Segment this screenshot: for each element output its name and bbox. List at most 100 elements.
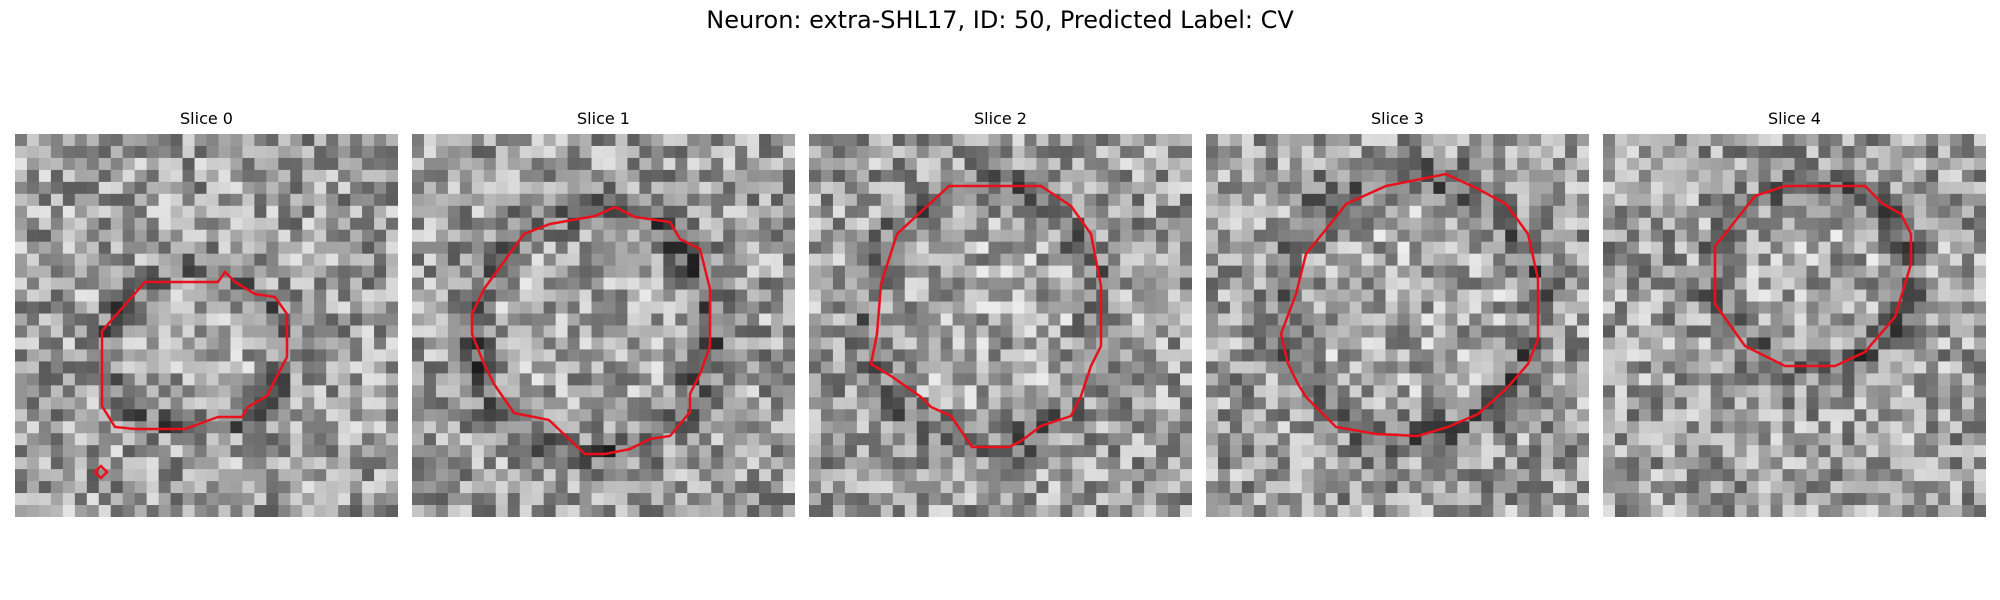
pixel [627, 421, 640, 434]
pixel [254, 325, 267, 338]
pixel [1950, 289, 1963, 303]
pixel [1806, 289, 1819, 303]
pixel [374, 157, 387, 171]
pixel [1854, 157, 1867, 171]
pixel [15, 409, 28, 422]
pixel [663, 253, 676, 267]
pixel [50, 445, 64, 458]
pixel [1132, 505, 1145, 517]
pixel [1626, 134, 1640, 147]
pixel [1241, 289, 1255, 303]
pixel [1758, 409, 1772, 422]
pixel [711, 205, 724, 219]
pixel [1217, 301, 1231, 315]
pixel [302, 385, 315, 398]
pixel [1698, 301, 1712, 315]
pixel [809, 265, 822, 279]
pixel [507, 457, 521, 470]
pixel [711, 373, 724, 386]
pixel [940, 205, 954, 219]
pixel [747, 409, 760, 422]
pixel [809, 193, 822, 207]
pixel [98, 277, 112, 291]
pixel [1385, 349, 1398, 362]
pixel [1866, 397, 1879, 410]
pixel [651, 373, 664, 386]
pixel [1890, 157, 1903, 171]
pixel [976, 481, 990, 494]
pixel [1289, 217, 1303, 231]
pixel [242, 217, 255, 231]
pixel [1818, 253, 1831, 267]
pixel [579, 241, 593, 255]
pixel [1746, 325, 1760, 338]
pixel [1950, 385, 1963, 398]
pixel [1529, 181, 1542, 195]
pixel [278, 253, 291, 267]
pixel [1229, 301, 1243, 315]
pixel [1517, 373, 1530, 386]
pixel [1806, 229, 1819, 243]
pixel [1734, 301, 1748, 315]
pixel [1746, 373, 1760, 386]
pixel [1674, 373, 1688, 386]
pixel [567, 349, 581, 362]
pixel [1614, 301, 1628, 315]
pixel [567, 325, 581, 338]
pixel [747, 241, 760, 255]
pixel [651, 289, 664, 303]
pixel [976, 289, 990, 303]
pixel [423, 301, 437, 315]
pixel [1974, 361, 1986, 374]
pixel [820, 241, 834, 255]
pixel [1241, 373, 1255, 386]
pixel [627, 373, 640, 386]
pixel [1277, 253, 1291, 267]
pixel [1361, 349, 1375, 362]
pixel [1662, 349, 1676, 362]
pixel [1168, 481, 1181, 494]
pixel [880, 445, 894, 458]
pixel [1433, 217, 1446, 231]
pixel [1108, 169, 1121, 183]
pixel [1397, 145, 1410, 159]
pixel [1421, 445, 1434, 458]
pixel [483, 253, 497, 267]
pixel [230, 397, 243, 410]
pixel [194, 433, 207, 446]
pixel [1397, 505, 1410, 517]
pixel [412, 493, 425, 506]
pixel [1349, 181, 1363, 195]
pixel [362, 205, 375, 219]
pixel [627, 181, 640, 195]
pixel [940, 493, 954, 506]
pixel [964, 301, 978, 315]
pixel [1950, 301, 1963, 315]
pixel [170, 409, 184, 422]
pixel [1144, 181, 1157, 195]
pixel [916, 361, 930, 374]
pixel [555, 325, 569, 338]
pixel [447, 265, 461, 279]
pixel [1890, 229, 1903, 243]
pixel [374, 445, 387, 458]
pixel [1890, 145, 1903, 159]
pixel [1577, 373, 1589, 386]
pixel [735, 313, 748, 326]
pixel [639, 313, 652, 326]
pixel [687, 277, 700, 291]
pixel [206, 229, 219, 243]
pixel [459, 241, 473, 255]
pixel [1036, 301, 1049, 315]
pixel [1301, 493, 1315, 506]
pixel [1734, 409, 1748, 422]
pixel [1974, 205, 1986, 219]
pixel [1168, 229, 1181, 243]
pixel [1229, 445, 1243, 458]
pixel [675, 181, 688, 195]
pixel [1830, 385, 1843, 398]
pixel [1974, 397, 1986, 410]
pixel [1229, 325, 1243, 338]
pixel [483, 409, 497, 422]
pixel [1710, 349, 1724, 362]
